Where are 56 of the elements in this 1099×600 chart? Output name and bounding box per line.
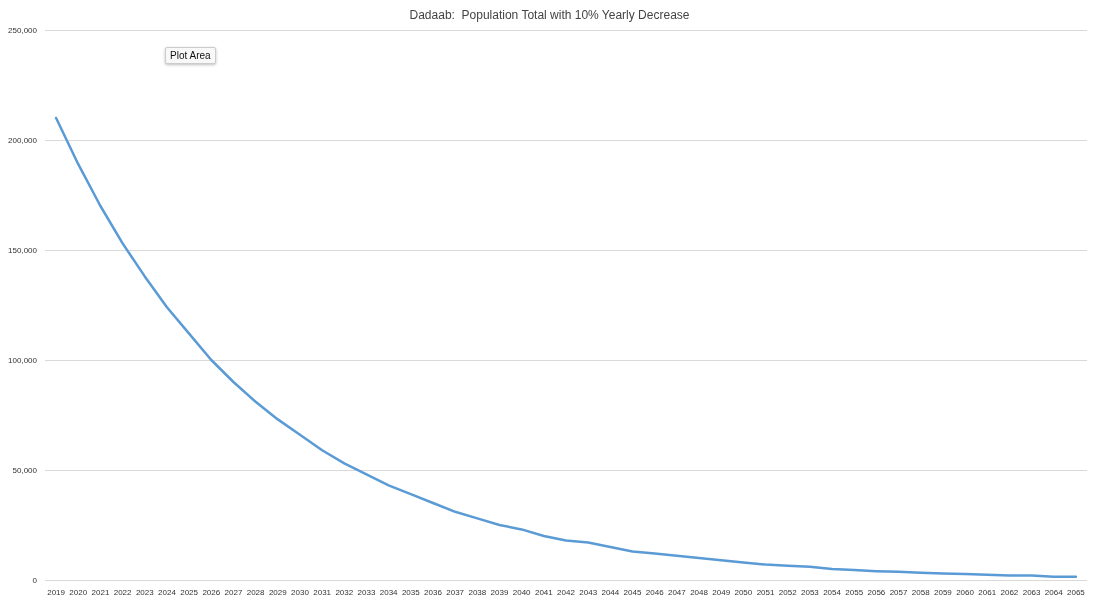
x-tick-label: 2049 <box>712 587 731 597</box>
x-tick-label: 2059 <box>934 587 953 597</box>
x-tick-label: 2048 <box>690 587 709 597</box>
x-tick-label: 2035 <box>401 587 421 597</box>
x-tick-label: 2046 <box>645 587 665 597</box>
x-tick-label: 2022 <box>113 587 133 597</box>
x-tick-label: 2039 <box>490 587 509 597</box>
x-tick-label: 2057 <box>889 587 908 597</box>
x-tick-label: 2025 <box>180 587 199 597</box>
y-tick-label: 200,000 <box>8 135 38 145</box>
y-tick-label: 0 <box>32 575 38 585</box>
x-tick-label: 2063 <box>1022 587 1042 597</box>
chart-title: Dadaab: Population Total with 10% Yearly Decrease <box>409 8 690 22</box>
x-tick-label: 2056 <box>867 587 886 597</box>
x-tick-label: 2034 <box>379 587 399 597</box>
x-tick-label: 2051 <box>756 587 775 597</box>
x-tick-label: 2029 <box>268 587 288 597</box>
y-tick-label: 50,000 <box>12 465 38 475</box>
x-tick-label: 2037 <box>446 587 465 597</box>
x-tick-label: 2024 <box>158 587 177 597</box>
x-tick-label: 2052 <box>778 587 798 597</box>
x-tick-label: 2033 <box>357 587 376 597</box>
x-tick-label: 2058 <box>911 587 931 597</box>
x-tick-label: 2053 <box>800 587 820 597</box>
x-tick-label: 2061 <box>978 587 997 597</box>
x-tick-label: 2041 <box>534 587 554 597</box>
y-tick-label: 150,000 <box>8 245 38 255</box>
y-tick-label: 250,000 <box>8 25 38 35</box>
x-tick-label: 2044 <box>601 587 620 597</box>
x-tick-label: 2030 <box>291 587 310 597</box>
x-tick-label: 2050 <box>734 587 753 597</box>
x-tick-label: 2040 <box>512 587 532 597</box>
x-tick-label: 2021 <box>91 587 110 597</box>
x-tick-label: 2038 <box>468 587 487 597</box>
line-series <box>54 116 1078 578</box>
x-tick-label: 2023 <box>135 587 155 597</box>
annotation: Plot Area <box>165 47 216 64</box>
x-tick-label: 2043 <box>579 587 598 597</box>
x-tick-label: 2054 <box>823 587 842 597</box>
x-tick-label: 2036 <box>424 587 443 597</box>
x-tick-label: 2055 <box>845 587 864 597</box>
x-tick-label: 2026 <box>202 587 221 597</box>
x-tick-label: 2027 <box>224 587 243 597</box>
x-tick-label: 2045 <box>623 587 642 597</box>
x-tick-label: 2020 <box>69 587 88 597</box>
x-tick-label: 2064 <box>1044 587 1064 597</box>
x-tick-label: 2047 <box>667 587 687 597</box>
x-tick-label: 2065 <box>1067 587 1086 597</box>
x-tick-label: 2019 <box>47 587 66 597</box>
x-tick-label: 2031 <box>313 587 332 597</box>
x-tick-label: 2060 <box>956 587 975 597</box>
x-tick-label: 2062 <box>1000 587 1019 597</box>
x-tick-label: 2042 <box>557 587 576 597</box>
x-tick-label: 2032 <box>335 587 354 597</box>
x-tick-label: 2028 <box>246 587 266 597</box>
y-tick-label: 100,000 <box>8 355 38 365</box>
